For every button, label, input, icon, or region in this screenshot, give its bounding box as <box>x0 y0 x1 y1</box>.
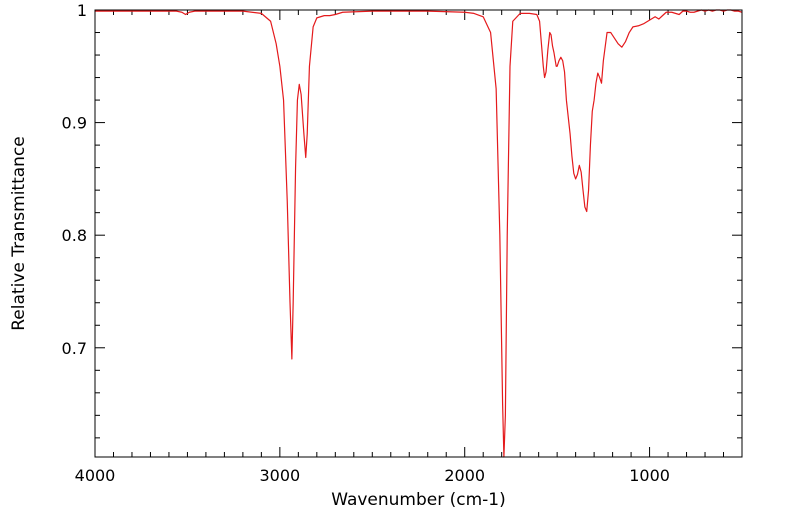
x-tick-label: 2000 <box>444 466 485 485</box>
y-tick-label: 0.7 <box>62 339 87 358</box>
tick-labels: 4000 3000 2000 1000 0.7 0.8 0.9 1 <box>62 1 670 485</box>
y-tick-label: 0.9 <box>62 114 87 133</box>
y-axis-title: Relative Transmittance <box>9 136 29 331</box>
series-layer <box>95 9 743 458</box>
x-tick-label: 1000 <box>629 466 670 485</box>
axis-ticks <box>94 9 743 457</box>
x-tick-label: 4000 <box>75 466 116 485</box>
y-tick-label: 0.8 <box>62 226 87 245</box>
spectrum-line <box>95 9 743 458</box>
y-tick-label: 1 <box>77 1 87 20</box>
plot-frame <box>94 9 743 458</box>
x-axis-title: Wavenumber (cm-1) <box>331 490 506 510</box>
x-tick-label: 3000 <box>259 466 300 485</box>
